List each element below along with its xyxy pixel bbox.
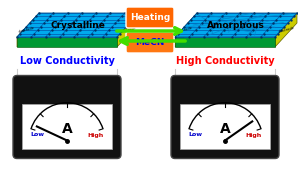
Polygon shape xyxy=(117,13,139,47)
FancyBboxPatch shape xyxy=(180,104,270,149)
Text: A: A xyxy=(220,122,230,136)
Text: electrode: electrode xyxy=(18,26,35,34)
Text: Heating: Heating xyxy=(130,13,170,22)
Text: High: High xyxy=(246,132,262,138)
Text: Low: Low xyxy=(30,132,44,138)
Polygon shape xyxy=(17,13,139,37)
Polygon shape xyxy=(175,13,197,47)
Text: Low Conductivity: Low Conductivity xyxy=(20,56,114,66)
FancyBboxPatch shape xyxy=(13,75,121,159)
Polygon shape xyxy=(275,13,297,47)
Text: Amorphous: Amorphous xyxy=(207,20,265,29)
Text: Low: Low xyxy=(188,132,202,138)
FancyBboxPatch shape xyxy=(22,104,112,149)
FancyBboxPatch shape xyxy=(126,32,174,53)
Text: A: A xyxy=(62,122,72,136)
FancyBboxPatch shape xyxy=(171,75,279,159)
Text: High: High xyxy=(88,132,104,138)
Text: electrode: electrode xyxy=(120,26,138,34)
Text: electrode: electrode xyxy=(278,26,296,34)
Polygon shape xyxy=(17,13,39,47)
Polygon shape xyxy=(175,13,297,37)
Text: High Conductivity: High Conductivity xyxy=(176,56,274,66)
Text: Crystalline: Crystalline xyxy=(51,20,105,29)
FancyBboxPatch shape xyxy=(126,7,174,28)
Polygon shape xyxy=(17,37,117,47)
Polygon shape xyxy=(175,37,275,47)
Text: electrode: electrode xyxy=(176,26,194,34)
Text: MeCN: MeCN xyxy=(135,38,165,47)
